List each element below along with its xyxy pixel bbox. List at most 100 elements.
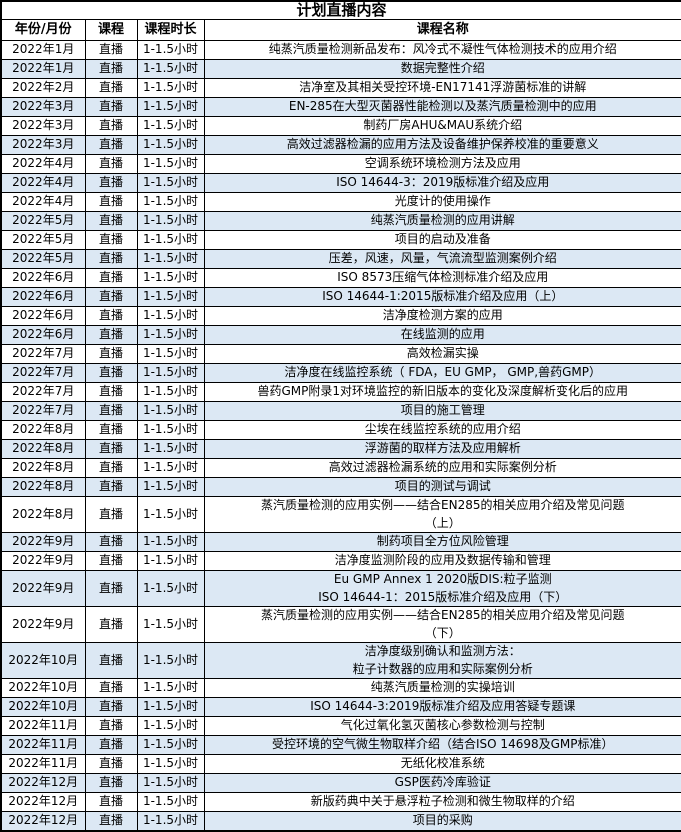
cell-course-type: 直播: [84, 154, 138, 174]
cell-course-name: 光度计的使用操作: [203, 192, 681, 212]
cell-course-type: 直播: [84, 716, 138, 736]
cell-course-name: 项目的测试与调试: [203, 477, 681, 497]
cell-duration: 1-1.5小时: [136, 287, 205, 307]
cell-course-name: 在线监测的应用: [203, 325, 681, 345]
cell-month: 2022年12月: [0, 811, 86, 832]
table-row: 2022年4月 直播 1-1.5小时 空调系统环境检测方法及应用: [0, 154, 681, 174]
table-row: 2022年5月 直播 1-1.5小时 纯蒸汽质量检测的应用讲解: [0, 211, 681, 231]
cell-course-name: ISO 14644-1:2015版标准介绍及应用（上）: [203, 287, 681, 307]
cell-course-type: 直播: [84, 606, 138, 643]
table-row: 2022年3月 直播 1-1.5小时 制药厂房AHU&MAU系统介绍: [0, 116, 681, 136]
table-row: 2022年4月 直播 1-1.5小时 光度计的使用操作: [0, 192, 681, 212]
cell-duration: 1-1.5小时: [136, 249, 205, 269]
cell-duration: 1-1.5小时: [136, 59, 205, 79]
cell-course-name: 洁净室及其相关受控环境-EN17141浮游菌标准的讲解: [203, 78, 681, 98]
cell-month: 2022年5月: [0, 249, 86, 269]
title-row: 计划直播内容: [0, 0, 681, 20]
cell-duration: 1-1.5小时: [136, 382, 205, 402]
cell-month: 2022年9月: [0, 551, 86, 571]
cell-course-type: 直播: [84, 642, 138, 679]
cell-month: 2022年7月: [0, 382, 86, 402]
cell-course-name: 受控环境的空气微生物取样介绍（结合ISO 14698及GMP标准）: [203, 735, 681, 755]
column-header-name: 课程名称: [203, 19, 681, 41]
table-row: 2022年11月 直播 1-1.5小时 无纸化校准系统: [0, 754, 681, 774]
cell-duration: 1-1.5小时: [136, 154, 205, 174]
cell-duration: 1-1.5小时: [136, 268, 205, 288]
cell-course-type: 直播: [84, 401, 138, 421]
cell-course-name: GSP医药冷库验证: [203, 773, 681, 793]
cell-course-type: 直播: [84, 811, 138, 832]
table-row: 2022年10月 直播 1-1.5小时 ISO 14644-3:2019版标准介…: [0, 697, 681, 717]
cell-course-type: 直播: [84, 40, 138, 60]
cell-duration: 1-1.5小时: [136, 678, 205, 698]
cell-duration: 1-1.5小时: [136, 716, 205, 736]
cell-month: 2022年8月: [0, 477, 86, 497]
cell-duration: 1-1.5小时: [136, 551, 205, 571]
cell-course-name: 高效过滤器检漏系统的应用和实际案例分析: [203, 458, 681, 478]
table-row: 2022年9月 直播 1-1.5小时 制药项目全方位风险管理: [0, 532, 681, 552]
table-body: 2022年1月 直播 1-1.5小时 纯蒸汽质量检测新品发布：风冷式不凝性气体检…: [0, 40, 681, 832]
cell-course-name: 纯蒸汽质量检测的实操培训: [203, 678, 681, 698]
cell-course-name: 空调系统环境检测方法及应用: [203, 154, 681, 174]
table-row: 2022年6月 直播 1-1.5小时 洁净度检测方案的应用: [0, 306, 681, 326]
cell-duration: 1-1.5小时: [136, 697, 205, 717]
cell-course-type: 直播: [84, 570, 138, 607]
cell-duration: 1-1.5小时: [136, 642, 205, 679]
cell-month: 2022年8月: [0, 458, 86, 478]
cell-duration: 1-1.5小时: [136, 325, 205, 345]
cell-month: 2022年11月: [0, 754, 86, 774]
cell-course-name: 无纸化校准系统: [203, 754, 681, 774]
column-header-course: 课程: [84, 19, 138, 41]
cell-month: 2022年7月: [0, 363, 86, 383]
cell-duration: 1-1.5小时: [136, 477, 205, 497]
cell-course-type: 直播: [84, 230, 138, 250]
table-row: 2022年10月 直播 1-1.5小时 纯蒸汽质量检测的实操培训: [0, 678, 681, 698]
cell-duration: 1-1.5小时: [136, 439, 205, 459]
cell-duration: 1-1.5小时: [136, 116, 205, 136]
cell-course-name: 高效检漏实操: [203, 344, 681, 364]
cell-course-name: 洁净度监测阶段的应用及数据传输和管理: [203, 551, 681, 571]
cell-course-type: 直播: [84, 173, 138, 193]
cell-course-type: 直播: [84, 192, 138, 212]
table-row: 2022年8月 直播 1-1.5小时 项目的测试与调试: [0, 477, 681, 497]
cell-course-name: 尘埃在线监控系统的应用介绍: [203, 420, 681, 440]
table-row: 2022年4月 直播 1-1.5小时 ISO 14644-3：2019版标准介绍…: [0, 173, 681, 193]
table-row: 2022年11月 直播 1-1.5小时 受控环境的空气微生物取样介绍（结合ISO…: [0, 735, 681, 755]
cell-course-name: 兽药GMP附录1对环境监控的新旧版本的变化及深度解析变化后的应用: [203, 382, 681, 402]
cell-course-type: 直播: [84, 325, 138, 345]
cell-course-name: 浮游菌的取样方法及应用解析: [203, 439, 681, 459]
cell-course-type: 直播: [84, 792, 138, 812]
table-row: 2022年9月 直播 1-1.5小时 Eu GMP Annex 1 2020版D…: [0, 570, 681, 607]
table-title: 计划直播内容: [0, 0, 681, 20]
table-row: 2022年12月 直播 1-1.5小时 GSP医药冷库验证: [0, 773, 681, 793]
cell-course-name: 数据完整性介绍: [203, 59, 681, 79]
cell-month: 2022年7月: [0, 344, 86, 364]
cell-duration: 1-1.5小时: [136, 192, 205, 212]
table-row: 2022年5月 直播 1-1.5小时 项目的启动及准备: [0, 230, 681, 250]
cell-course-name: 高效过滤器检漏的应用方法及设备维护保养校准的重要意义: [203, 135, 681, 155]
cell-course-type: 直播: [84, 97, 138, 117]
cell-month: 2022年10月: [0, 697, 86, 717]
cell-duration: 1-1.5小时: [136, 773, 205, 793]
cell-duration: 1-1.5小时: [136, 754, 205, 774]
table-row: 2022年8月 直播 1-1.5小时 浮游菌的取样方法及应用解析: [0, 439, 681, 459]
cell-course-type: 直播: [84, 211, 138, 231]
cell-duration: 1-1.5小时: [136, 173, 205, 193]
cell-month: 2022年12月: [0, 792, 86, 812]
table-row: 2022年10月 直播 1-1.5小时 洁净度级别确认和监测方法： 粒子计数器的…: [0, 642, 681, 679]
table-row: 2022年1月 直播 1-1.5小时 纯蒸汽质量检测新品发布：风冷式不凝性气体检…: [0, 40, 681, 60]
cell-course-name: 项目的启动及准备: [203, 230, 681, 250]
cell-course-type: 直播: [84, 773, 138, 793]
cell-course-type: 直播: [84, 678, 138, 698]
cell-month: 2022年4月: [0, 192, 86, 212]
cell-course-name: 项目的施工管理: [203, 401, 681, 421]
cell-month: 2022年4月: [0, 154, 86, 174]
cell-course-name: 洁净度检测方案的应用: [203, 306, 681, 326]
cell-course-name: 压差，风速，风量，气流流型监测案例介绍: [203, 249, 681, 269]
cell-course-name: EN-285在大型灭菌器性能检测以及蒸汽质量检测中的应用: [203, 97, 681, 117]
column-header-duration: 课程时长: [136, 19, 205, 41]
cell-course-type: 直播: [84, 363, 138, 383]
cell-month: 2022年2月: [0, 78, 86, 98]
cell-month: 2022年8月: [0, 496, 86, 533]
